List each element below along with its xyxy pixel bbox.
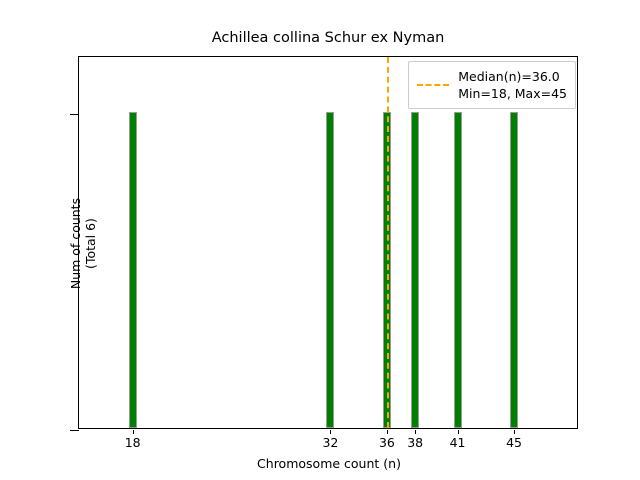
page-title: Achillea collina Schur ex Nyman	[211, 30, 445, 46]
dashed-line-icon	[417, 84, 450, 86]
x-axis-tick	[457, 430, 459, 434]
bar	[453, 111, 462, 428]
plot-area: 01 Num of counts (Total 6) 183236384145 …	[68, 56, 578, 471]
y-axis-label: Num of counts (Total 6)	[68, 57, 98, 430]
x-axis-tick	[415, 430, 417, 434]
legend: Median(n)=36.0 Min=18, Max=45	[408, 61, 576, 109]
bar	[411, 111, 420, 428]
x-axis-label: Chromosome count (n)	[257, 456, 401, 471]
y-axis-label-line2: (Total 6)	[83, 218, 98, 269]
bar	[128, 111, 137, 428]
x-axis-tick-label: 18	[124, 435, 141, 450]
x-axis-tick-label: 45	[506, 435, 522, 450]
y-axis-tick	[70, 113, 79, 115]
y-axis-tick	[70, 430, 79, 431]
legend-range-label: Min=18, Max=45	[458, 86, 567, 101]
x-axis-tick	[330, 430, 332, 434]
bar	[510, 111, 519, 428]
legend-median-label: Median(n)=36.0	[458, 69, 560, 84]
legend-item-label: Median(n)=36.0 Min=18, Max=45	[458, 68, 567, 102]
x-axis-tick	[132, 430, 134, 434]
median-line	[386, 57, 389, 428]
x-axis-tick-label: 36	[378, 435, 395, 450]
x-axis-tick-label: 32	[322, 435, 339, 450]
x-axis-tick	[514, 430, 516, 434]
median-line-layer	[79, 57, 577, 428]
x-axis-tick-label: 38	[407, 435, 424, 450]
x-axis-tick-label: 41	[449, 435, 466, 450]
x-axis-tick	[386, 430, 388, 434]
bar	[326, 111, 335, 428]
legend-item-median: Median(n)=36.0 Min=18, Max=45	[417, 68, 567, 102]
y-axis-label-line1: Num of counts	[68, 197, 83, 290]
